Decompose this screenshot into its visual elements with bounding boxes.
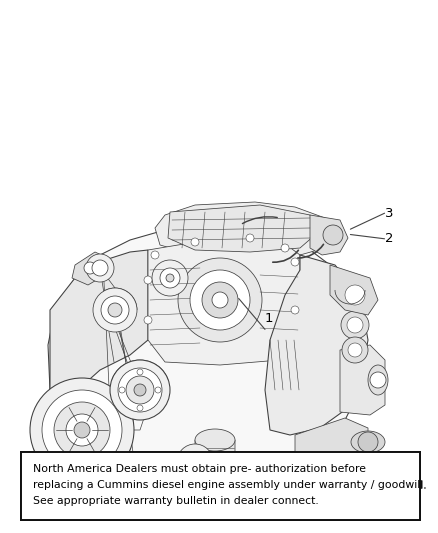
Circle shape: [137, 405, 143, 411]
Circle shape: [108, 303, 122, 317]
Circle shape: [155, 387, 161, 393]
Text: 3: 3: [385, 207, 394, 220]
Polygon shape: [195, 440, 235, 470]
Circle shape: [144, 316, 152, 324]
Polygon shape: [48, 228, 360, 478]
Text: North America Dealers must obtain pre- authorization before: North America Dealers must obtain pre- a…: [33, 465, 366, 475]
Circle shape: [152, 260, 188, 296]
Circle shape: [134, 384, 146, 396]
Circle shape: [110, 360, 170, 420]
Circle shape: [291, 306, 299, 314]
Circle shape: [30, 378, 134, 482]
Circle shape: [119, 387, 125, 393]
Circle shape: [166, 274, 174, 282]
Circle shape: [54, 402, 110, 458]
Circle shape: [144, 276, 152, 284]
Circle shape: [151, 251, 159, 259]
Circle shape: [341, 311, 369, 339]
Polygon shape: [295, 418, 368, 465]
Circle shape: [84, 262, 96, 274]
Circle shape: [358, 432, 378, 452]
Polygon shape: [72, 252, 108, 285]
Circle shape: [137, 369, 143, 375]
Ellipse shape: [195, 429, 235, 451]
Circle shape: [348, 343, 362, 357]
Bar: [21, 452, 420, 520]
Circle shape: [178, 258, 262, 342]
Polygon shape: [340, 345, 385, 415]
Circle shape: [339, 279, 371, 311]
Circle shape: [177, 444, 213, 480]
Circle shape: [347, 317, 363, 333]
Circle shape: [118, 368, 162, 412]
Text: North America Dealers must obtain pre- authorization before: North America Dealers must obtain pre- a…: [33, 464, 366, 474]
Circle shape: [281, 244, 289, 252]
Polygon shape: [155, 202, 335, 258]
Circle shape: [191, 458, 199, 466]
Circle shape: [202, 282, 238, 318]
Circle shape: [342, 337, 368, 363]
Polygon shape: [168, 205, 315, 252]
Circle shape: [92, 260, 108, 276]
Circle shape: [101, 296, 129, 324]
Circle shape: [74, 422, 90, 438]
Circle shape: [66, 414, 98, 446]
Text: 1: 1: [265, 312, 273, 325]
Text: See appropriate warranty bulletin in dealer connect.: See appropriate warranty bulletin in dea…: [33, 496, 319, 506]
Ellipse shape: [195, 461, 235, 479]
Polygon shape: [50, 250, 148, 395]
Bar: [21, 452, 420, 520]
Circle shape: [370, 372, 386, 388]
Circle shape: [212, 292, 228, 308]
Circle shape: [93, 288, 137, 332]
Text: See appropriate warranty bulletin in dealer connect.: See appropriate warranty bulletin in dea…: [33, 498, 319, 508]
Circle shape: [185, 452, 205, 472]
Polygon shape: [120, 462, 330, 500]
Ellipse shape: [368, 365, 388, 395]
Ellipse shape: [351, 431, 385, 453]
Polygon shape: [330, 265, 378, 315]
Text: replacing a Cummins diesel engine assembly under warranty / goodwill.: replacing a Cummins diesel engine assemb…: [33, 481, 427, 491]
Circle shape: [160, 268, 180, 288]
Circle shape: [126, 376, 154, 404]
Polygon shape: [265, 255, 368, 435]
Polygon shape: [310, 215, 348, 255]
Circle shape: [191, 238, 199, 246]
Circle shape: [86, 254, 114, 282]
Circle shape: [42, 390, 122, 470]
Circle shape: [190, 270, 250, 330]
Text: 2: 2: [385, 232, 394, 245]
Circle shape: [345, 285, 365, 305]
Circle shape: [246, 234, 254, 242]
Circle shape: [291, 258, 299, 266]
Text: replacing a Cummins diesel engine assembly under warranty / goodwill.: replacing a Cummins diesel engine assemb…: [33, 480, 427, 490]
Circle shape: [323, 225, 343, 245]
Polygon shape: [148, 238, 300, 365]
